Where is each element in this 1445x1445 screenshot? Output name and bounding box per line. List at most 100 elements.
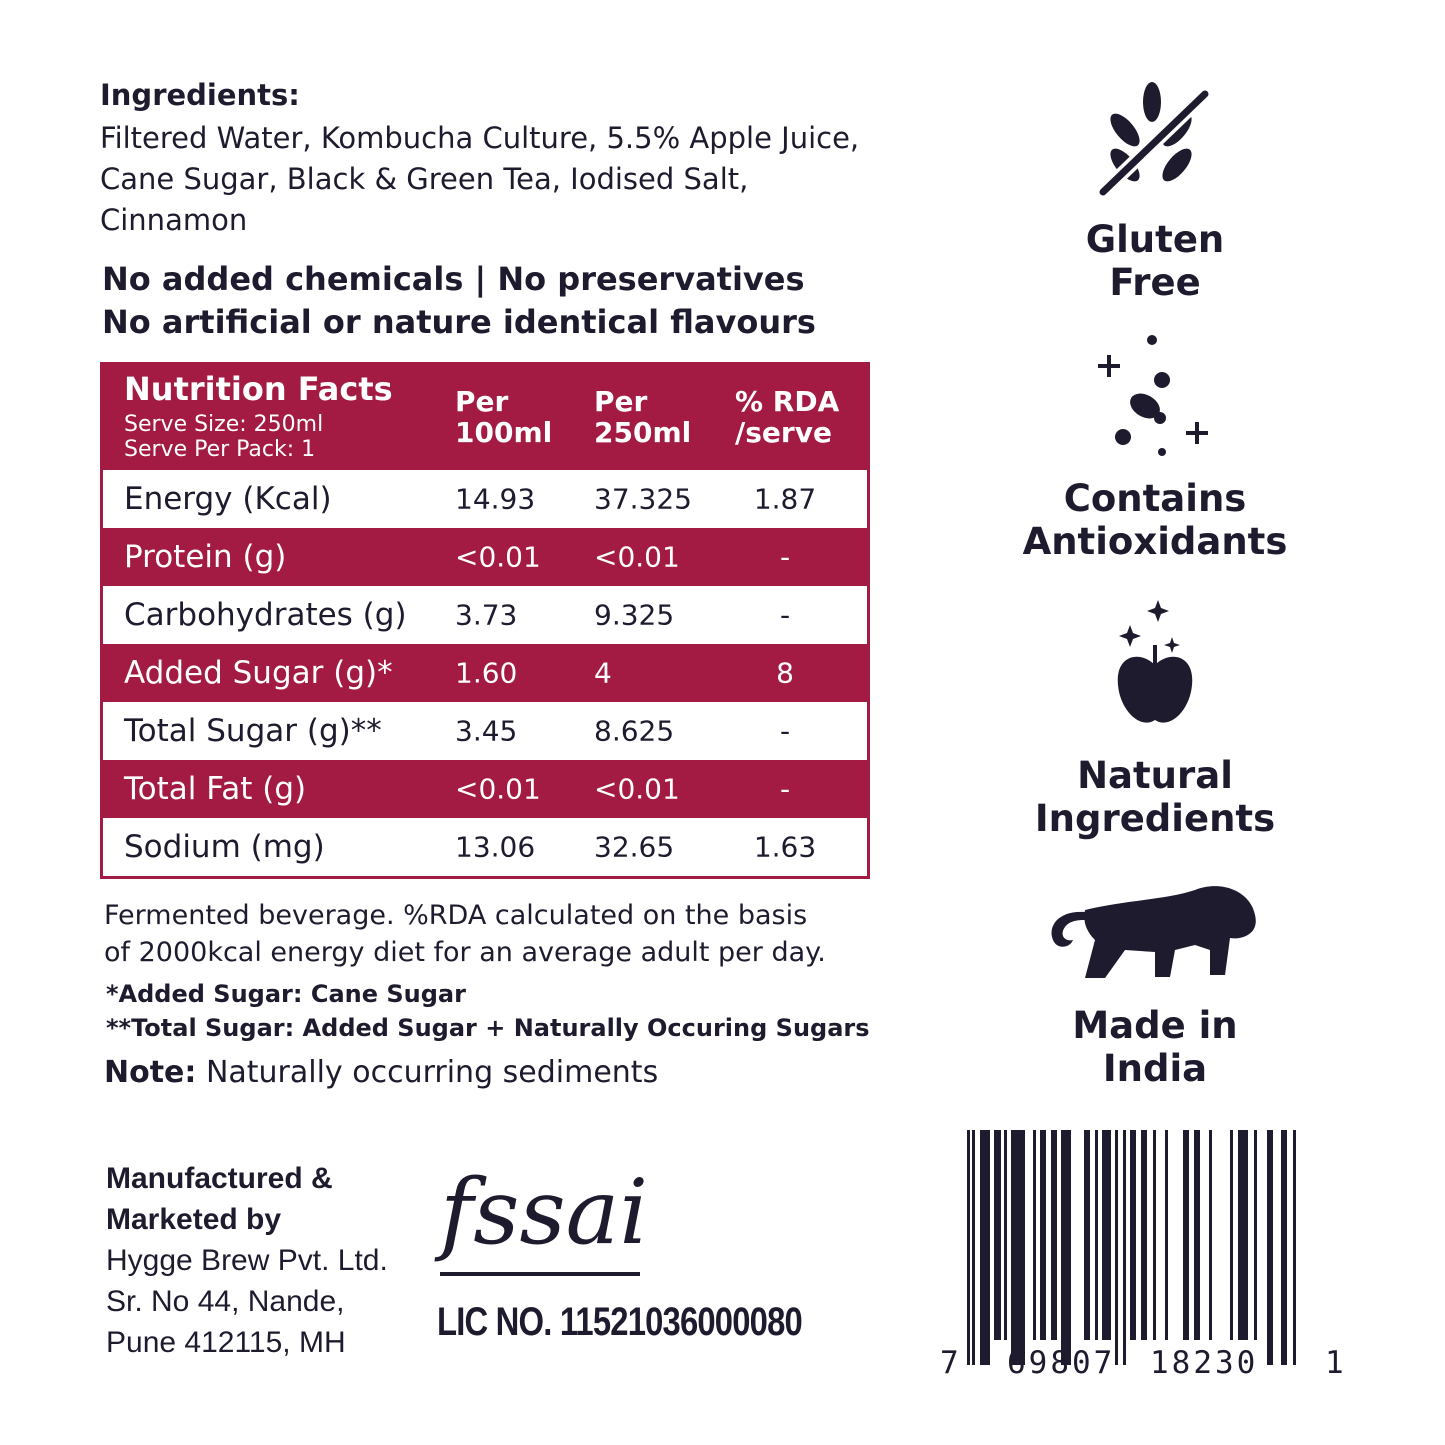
nutrient-value: - bbox=[779, 598, 791, 632]
badge-line: Contains bbox=[1063, 477, 1247, 520]
claim-no-artificial: No artificial or nature identical flavou… bbox=[102, 303, 816, 341]
nutrient-value: 13.06 bbox=[455, 830, 536, 864]
barcode-bar bbox=[1051, 1130, 1057, 1340]
nutrient-value: 9.325 bbox=[594, 598, 675, 632]
nutrient-value: 1.60 bbox=[455, 656, 518, 690]
footnote-added-sugar: *Added Sugar: Cane Sugar bbox=[106, 980, 466, 1008]
mfg-line: Hygge Brew Pvt. Ltd. bbox=[106, 1244, 388, 1277]
nutrient-name: Carbohydrates (g) bbox=[124, 597, 407, 633]
nutrient-value: - bbox=[779, 540, 791, 574]
barcode-bar bbox=[1095, 1130, 1098, 1340]
badge-line: Natural bbox=[1077, 754, 1233, 797]
nutrient-value: 1.87 bbox=[753, 482, 817, 516]
col-label: 100ml bbox=[455, 416, 553, 449]
barcode-bar bbox=[1267, 1130, 1273, 1365]
barcode-bar bbox=[1004, 1130, 1007, 1340]
nutrient-name: Added Sugar (g)* bbox=[124, 655, 393, 691]
mfg-line: Manufactured & bbox=[106, 1162, 333, 1195]
nutrient-value: 3.45 bbox=[455, 714, 518, 748]
col-rda: % RDA/serve bbox=[735, 386, 839, 448]
ingredients-title: Ingredients: bbox=[100, 78, 300, 112]
barcode-bar bbox=[1084, 1130, 1090, 1340]
badge-gluten-free: Gluten Free bbox=[1010, 218, 1300, 304]
apple-icon bbox=[1117, 600, 1193, 723]
ingredients-text: Filtered Water, Kombucha Culture, 5.5% A… bbox=[100, 121, 860, 237]
nutrition-row: Sodium (mg) 13.06 32.65 1.63 bbox=[103, 818, 867, 876]
fssai-logo: fssai bbox=[440, 1160, 649, 1265]
barcode-bar bbox=[1153, 1130, 1156, 1340]
barcode-bar bbox=[1040, 1130, 1046, 1340]
col-per-100ml: Per 100ml bbox=[455, 386, 552, 448]
footnote-line2: of 2000kcal energy diet for an average a… bbox=[104, 937, 826, 968]
badge-natural-ingredients: Natural Ingredients bbox=[1010, 754, 1300, 840]
manufacturer-block: Manufactured & Marketed by Hygge Brew Pv… bbox=[106, 1158, 388, 1363]
barcode-digits-left: 69807 bbox=[1007, 1345, 1116, 1381]
barcode-bar bbox=[1033, 1130, 1036, 1340]
barcode-bar bbox=[1102, 1130, 1111, 1340]
badge-antioxidants: Contains Antioxidants bbox=[1010, 477, 1300, 563]
nutrient-name: Sodium (mg) bbox=[124, 829, 325, 865]
nutrient-value: <0.01 bbox=[455, 772, 541, 806]
nutrition-row: Protein (g) <0.01 <0.01 - bbox=[103, 528, 867, 586]
note-text: Naturally occurring sediments bbox=[196, 1055, 659, 1090]
col-label: Per bbox=[455, 385, 509, 418]
footnote-line1: Fermented beverage. %RDA calculated on t… bbox=[104, 900, 808, 931]
gluten-free-icon bbox=[1098, 82, 1210, 198]
badge-made-in-india: Made in India bbox=[1010, 1004, 1300, 1090]
license-number: LIC NO. 11521036000080 bbox=[437, 1300, 803, 1344]
mfg-line: Pune 412115, MH bbox=[106, 1326, 346, 1359]
note-label: Note: bbox=[104, 1055, 197, 1090]
barcode-bar bbox=[1230, 1130, 1233, 1340]
nutrient-value: 8.625 bbox=[594, 714, 675, 748]
barcode-bar bbox=[1141, 1130, 1147, 1340]
nutrient-value: 32.65 bbox=[594, 830, 675, 864]
barcode-bar bbox=[980, 1130, 990, 1365]
antioxidants-icon bbox=[1098, 335, 1208, 456]
barcode-bar bbox=[1293, 1130, 1296, 1365]
nutrient-value: 14.93 bbox=[455, 482, 536, 516]
barcode-bar bbox=[1115, 1130, 1118, 1365]
nutrient-value: 37.325 bbox=[594, 482, 692, 516]
barcode-bar bbox=[967, 1130, 970, 1365]
badge-line: Antioxidants bbox=[1022, 520, 1288, 563]
barcode-bar bbox=[1194, 1130, 1200, 1340]
nutrition-row: Total Fat (g) <0.01 <0.01 - bbox=[103, 760, 867, 818]
barcode-bar bbox=[972, 1130, 975, 1365]
note: Note: Naturally occurring sediments bbox=[104, 1055, 658, 1090]
barcode-bar bbox=[1254, 1130, 1257, 1340]
serve-per-pack: Serve Per Pack: 1 bbox=[124, 437, 316, 462]
barcode-digits-right: 18230 bbox=[1150, 1345, 1259, 1381]
nutrient-value: 8 bbox=[776, 656, 794, 690]
fssai-underline bbox=[440, 1272, 640, 1276]
badge-line: Made in bbox=[1072, 1004, 1238, 1047]
nutrient-value: <0.01 bbox=[594, 772, 680, 806]
barcode-digit-first: 7 bbox=[940, 1345, 959, 1381]
barcode bbox=[967, 1130, 1296, 1365]
mfg-line: Marketed by bbox=[106, 1203, 282, 1236]
mfg-line: Sr. No 44, Nande, bbox=[106, 1285, 345, 1318]
badge-line: Free bbox=[1109, 261, 1201, 304]
nutrient-name: Energy (Kcal) bbox=[124, 481, 332, 517]
nutrition-header: Nutrition Facts Serve Size: 250ml Serve … bbox=[103, 362, 867, 470]
lion-icon bbox=[1051, 886, 1256, 978]
barcode-bar bbox=[1281, 1130, 1287, 1365]
barcode-bar bbox=[1165, 1130, 1168, 1340]
col-per-250ml: Per 250ml bbox=[594, 386, 691, 448]
nutrient-value: <0.01 bbox=[594, 540, 680, 574]
col-label: /serve bbox=[735, 416, 832, 449]
barcode-bar bbox=[1123, 1130, 1126, 1365]
nutrient-value: <0.01 bbox=[455, 540, 541, 574]
badge-line: Ingredients bbox=[1034, 797, 1276, 840]
barcode-bar bbox=[1130, 1130, 1136, 1340]
col-label: % RDA bbox=[735, 385, 840, 418]
nutrition-row: Total Sugar (g)** 3.45 8.625 - bbox=[103, 702, 867, 760]
nutrient-value: 4 bbox=[594, 656, 612, 690]
badge-line: India bbox=[1102, 1047, 1208, 1090]
nutrient-value: 1.63 bbox=[753, 830, 817, 864]
claim-no-chemicals: No added chemicals | No preservatives bbox=[102, 260, 805, 298]
nutrient-name: Total Sugar (g)** bbox=[124, 713, 382, 749]
barcode-bar bbox=[1011, 1130, 1025, 1365]
nutrient-value: - bbox=[779, 772, 791, 806]
footnote-total-sugar: **Total Sugar: Added Sugar + Naturally O… bbox=[106, 1014, 870, 1042]
